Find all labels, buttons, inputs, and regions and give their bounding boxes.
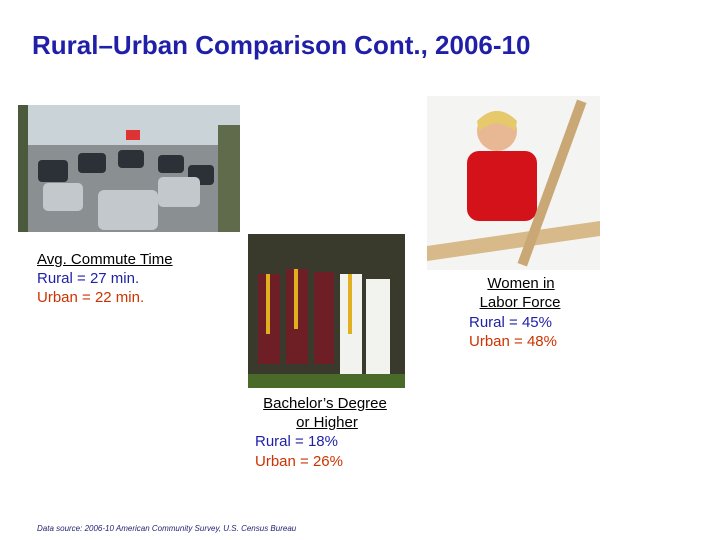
panel-heading: Bachelor’s Degree (263, 395, 387, 412)
panel-heading: or Higher (296, 414, 358, 431)
panel-heading: Avg. Commute Time (37, 251, 173, 268)
slide-title: Rural–Urban Comparison Cont., 2006-10 (32, 30, 531, 60)
worker-photo (427, 96, 600, 270)
data-source: Data source: 2006-10 American Community … (37, 524, 297, 533)
rural-value: Rural = 18% (255, 433, 338, 450)
urban-value: Urban = 48% (469, 333, 557, 350)
panel-heading: Labor Force (479, 294, 561, 311)
panel-heading: Women in (487, 275, 555, 292)
graduates-photo (248, 234, 405, 388)
urban-value: Urban = 26% (255, 453, 343, 470)
rural-value: Rural = 27 min. (37, 270, 140, 287)
traffic-photo (18, 105, 240, 232)
rural-value: Rural = 45% (469, 314, 552, 331)
urban-value: Urban = 22 min. (37, 289, 145, 306)
